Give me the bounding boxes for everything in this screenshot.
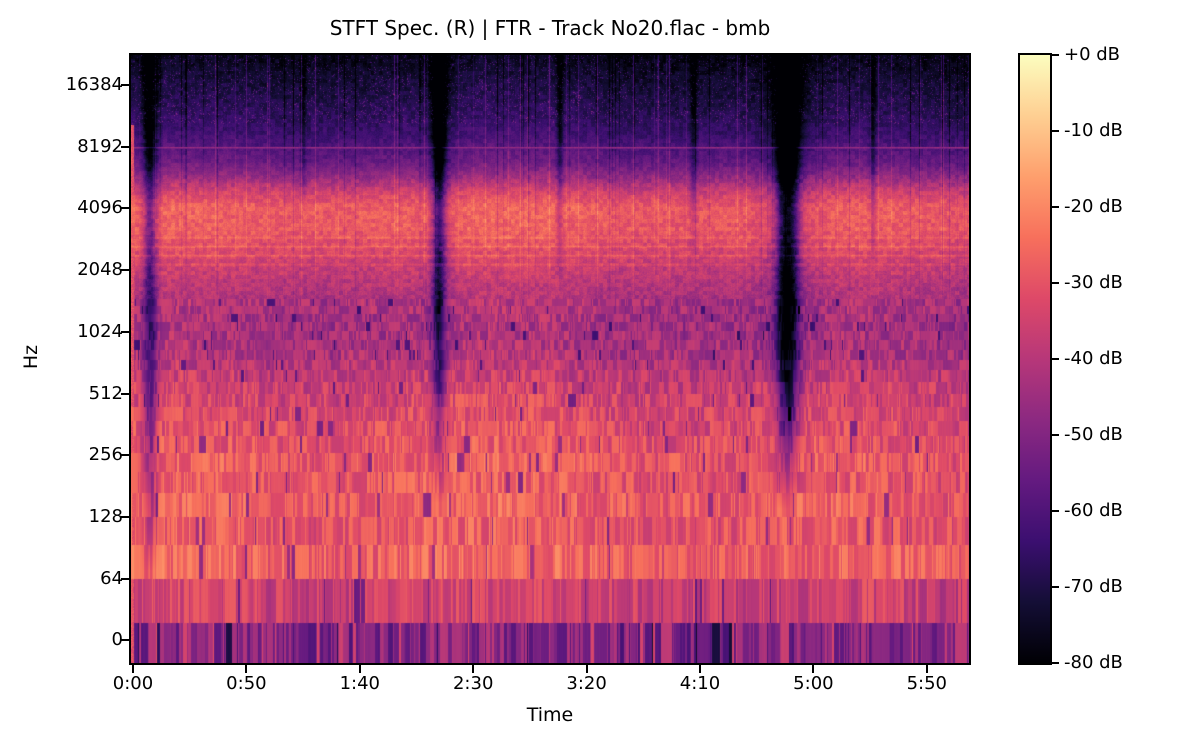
x-tick-label: 0:50 (226, 673, 267, 694)
colorbar-tick-label: -70 dB (1064, 576, 1123, 597)
colorbar-tick-label: +0 dB (1064, 44, 1121, 65)
x-tick-mark (699, 665, 701, 673)
y-tick-label: 8192 (77, 135, 123, 157)
y-tick-mark (121, 84, 129, 86)
colorbar-tick-label: -50 dB (1064, 424, 1123, 445)
x-tick-label: 3:20 (566, 673, 607, 694)
x-tick-mark (925, 665, 928, 673)
x-tick-mark (358, 665, 361, 673)
colorbar-tick-label: -40 dB (1064, 348, 1123, 369)
y-tick-mark (121, 515, 129, 518)
spectrogram-heatmap (131, 55, 969, 663)
colorbar-tick-mark (1052, 358, 1059, 360)
y-tick-mark (121, 577, 129, 580)
y-tick-mark (121, 269, 129, 272)
x-tick-label: 2:30 (452, 673, 494, 694)
colorbar-tick-mark (1052, 206, 1059, 208)
y-tick-label: 2048 (77, 259, 123, 281)
y-tick-label: 256 (88, 444, 123, 466)
y-tick-mark (121, 392, 129, 395)
y-tick-label: 128 (88, 505, 123, 527)
y-axis-label: Hz (20, 344, 42, 370)
x-tick-mark (812, 665, 815, 673)
colorbar-tick-label: -80 dB (1064, 652, 1123, 673)
x-tick-label: 4:10 (679, 673, 721, 694)
y-tick-label: 512 (88, 382, 123, 404)
chart-title: STFT Spec. (R) | FTR - Track No20.flac -… (329, 16, 771, 40)
y-tick-mark (121, 207, 129, 210)
colorbar-tick-label: -20 dB (1064, 196, 1123, 217)
y-tick-mark (121, 639, 129, 642)
x-tick-mark (245, 665, 248, 673)
colorbar-tick-mark (1052, 662, 1059, 664)
x-axis-label: Time (526, 704, 574, 726)
y-tick-label: 0 (111, 629, 123, 651)
y-tick-label: 64 (100, 567, 123, 589)
y-tick-mark (121, 145, 129, 148)
colorbar-gradient (1020, 55, 1050, 663)
colorbar-tick-mark (1052, 510, 1059, 512)
colorbar-tick-label: -10 dB (1064, 120, 1123, 141)
colorbar-tick-label: -60 dB (1064, 500, 1123, 521)
x-tick-mark (132, 665, 134, 673)
y-tick-label: 4096 (77, 197, 123, 219)
y-tick-mark (121, 330, 129, 333)
colorbar-tick-mark (1052, 54, 1059, 56)
y-tick-label: 1024 (77, 320, 123, 342)
colorbar-tick-mark (1052, 434, 1059, 436)
x-tick-label: 0:00 (112, 673, 154, 694)
y-tick-mark (121, 454, 129, 457)
x-tick-mark (585, 665, 588, 673)
x-tick-label: 5:00 (793, 673, 834, 694)
x-tick-mark (472, 665, 475, 673)
colorbar-tick-label: -30 dB (1064, 272, 1123, 293)
colorbar-tick-mark (1052, 282, 1059, 284)
colorbar-tick-mark (1052, 586, 1059, 588)
y-tick-label: 16384 (65, 74, 123, 95)
colorbar-tick-mark (1052, 130, 1059, 132)
x-tick-label: 1:40 (339, 673, 380, 694)
x-tick-label: 5:50 (906, 673, 947, 694)
